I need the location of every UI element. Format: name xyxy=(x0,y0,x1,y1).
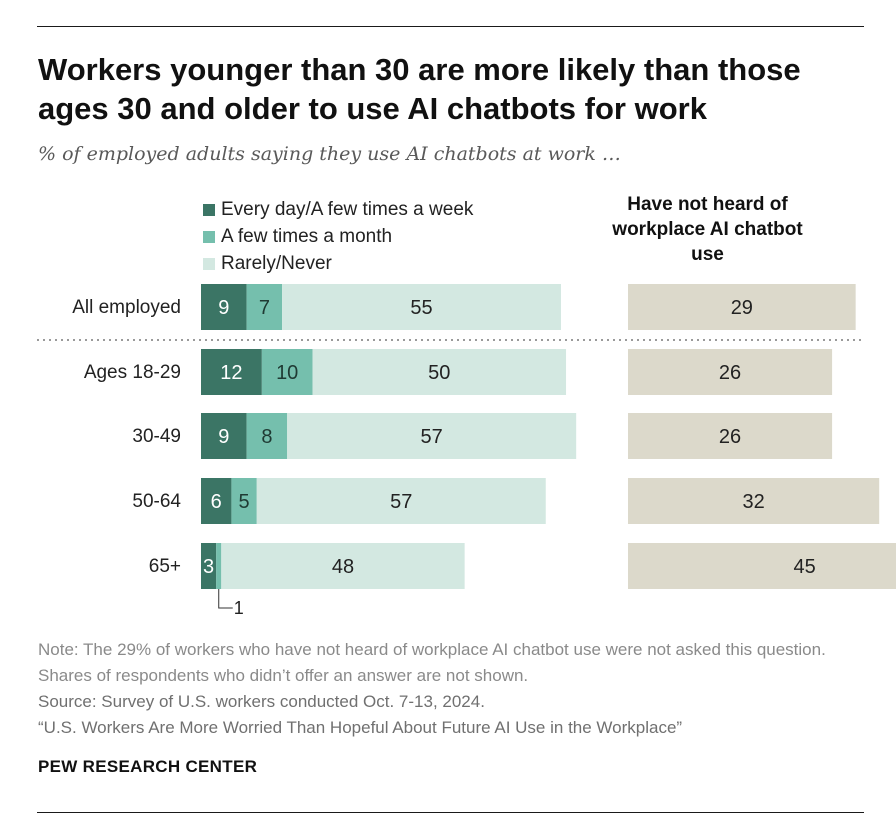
legend-swatch xyxy=(203,257,215,270)
bar-segment xyxy=(261,349,313,395)
bar-segment xyxy=(201,349,262,395)
data-label: 57 xyxy=(390,491,412,513)
right-panel-bar xyxy=(628,349,833,395)
legend-item: A few times a month xyxy=(203,223,473,250)
data-label: 55 xyxy=(410,297,432,319)
legend-swatch xyxy=(203,203,215,216)
legend-item: Rarely/Never xyxy=(203,250,473,277)
right-panel-label: 26 xyxy=(719,426,741,448)
top-rule xyxy=(37,26,864,27)
data-label: 6 xyxy=(211,491,222,513)
bar-segment xyxy=(201,413,247,459)
legend-swatch xyxy=(203,230,215,243)
data-label: 9 xyxy=(218,426,229,448)
bar-segment xyxy=(231,478,257,524)
chart-subtitle: % of employed adults saying they use AI … xyxy=(38,143,621,165)
data-label: 12 xyxy=(220,362,242,384)
right-panel-label: 45 xyxy=(794,556,816,578)
note-text: Note: The 29% of workers who have not he… xyxy=(38,640,826,685)
category-label: 30-49 xyxy=(132,426,181,447)
data-label: 7 xyxy=(259,297,270,319)
bar-segment xyxy=(282,284,561,330)
brand-name: PEW RESEARCH CENTER xyxy=(38,757,258,776)
source-text: Source: Survey of U.S. workers conducted… xyxy=(38,692,485,711)
right-panel-bar xyxy=(628,284,856,330)
category-label: All employed xyxy=(72,297,181,318)
report-title: “U.S. Workers Are More Worried Than Hope… xyxy=(38,718,683,737)
data-label: 9 xyxy=(218,297,229,319)
data-label: 5 xyxy=(239,491,250,513)
bar-segment xyxy=(201,284,247,330)
data-label: 48 xyxy=(332,556,354,578)
callout-line xyxy=(218,589,233,609)
legend: Every day/A few times a week A few times… xyxy=(203,196,473,277)
category-label: Ages 18-29 xyxy=(83,362,181,383)
bar-segment xyxy=(256,478,546,524)
right-panel-label: 29 xyxy=(731,297,753,319)
notes: Note: The 29% of workers who have not he… xyxy=(38,637,868,741)
bar-segment xyxy=(201,478,232,524)
right-panel-label: 32 xyxy=(742,491,764,513)
bar-segment xyxy=(246,413,288,459)
data-label: 50 xyxy=(428,362,450,384)
bottom-rule xyxy=(37,812,864,813)
right-panel-bar xyxy=(628,413,833,459)
callout-label: 1 xyxy=(234,598,244,618)
bar-segment xyxy=(201,543,217,589)
legend-item: Every day/A few times a week xyxy=(203,196,473,223)
category-labels: All employed Ages 18-29 30-49 50-64 65+ xyxy=(0,0,181,830)
right-panel-title: Have not heard of workplace AI chatbot u… xyxy=(612,194,803,265)
right-panel-bar xyxy=(628,543,896,589)
data-label: 3 xyxy=(203,556,214,578)
category-label: 65+ xyxy=(148,556,181,577)
bar-segment xyxy=(216,543,222,589)
chart-title: Workers younger than 30 are more likely … xyxy=(38,52,801,126)
right-panel-bar xyxy=(628,478,880,524)
data-label: 10 xyxy=(276,362,298,384)
bar-segment xyxy=(221,543,465,589)
right-panel-label: 26 xyxy=(719,362,741,384)
legend-label: Every day/A few times a week xyxy=(221,198,474,220)
data-label: 8 xyxy=(261,426,272,448)
legend-label: A few times a month xyxy=(221,225,393,247)
legend-label: Rarely/Never xyxy=(221,252,332,274)
bar-segment xyxy=(246,284,283,330)
category-label: 50-64 xyxy=(132,491,181,512)
bar-segment xyxy=(312,349,567,395)
data-label: 57 xyxy=(421,426,443,448)
bar-segment xyxy=(287,413,577,459)
